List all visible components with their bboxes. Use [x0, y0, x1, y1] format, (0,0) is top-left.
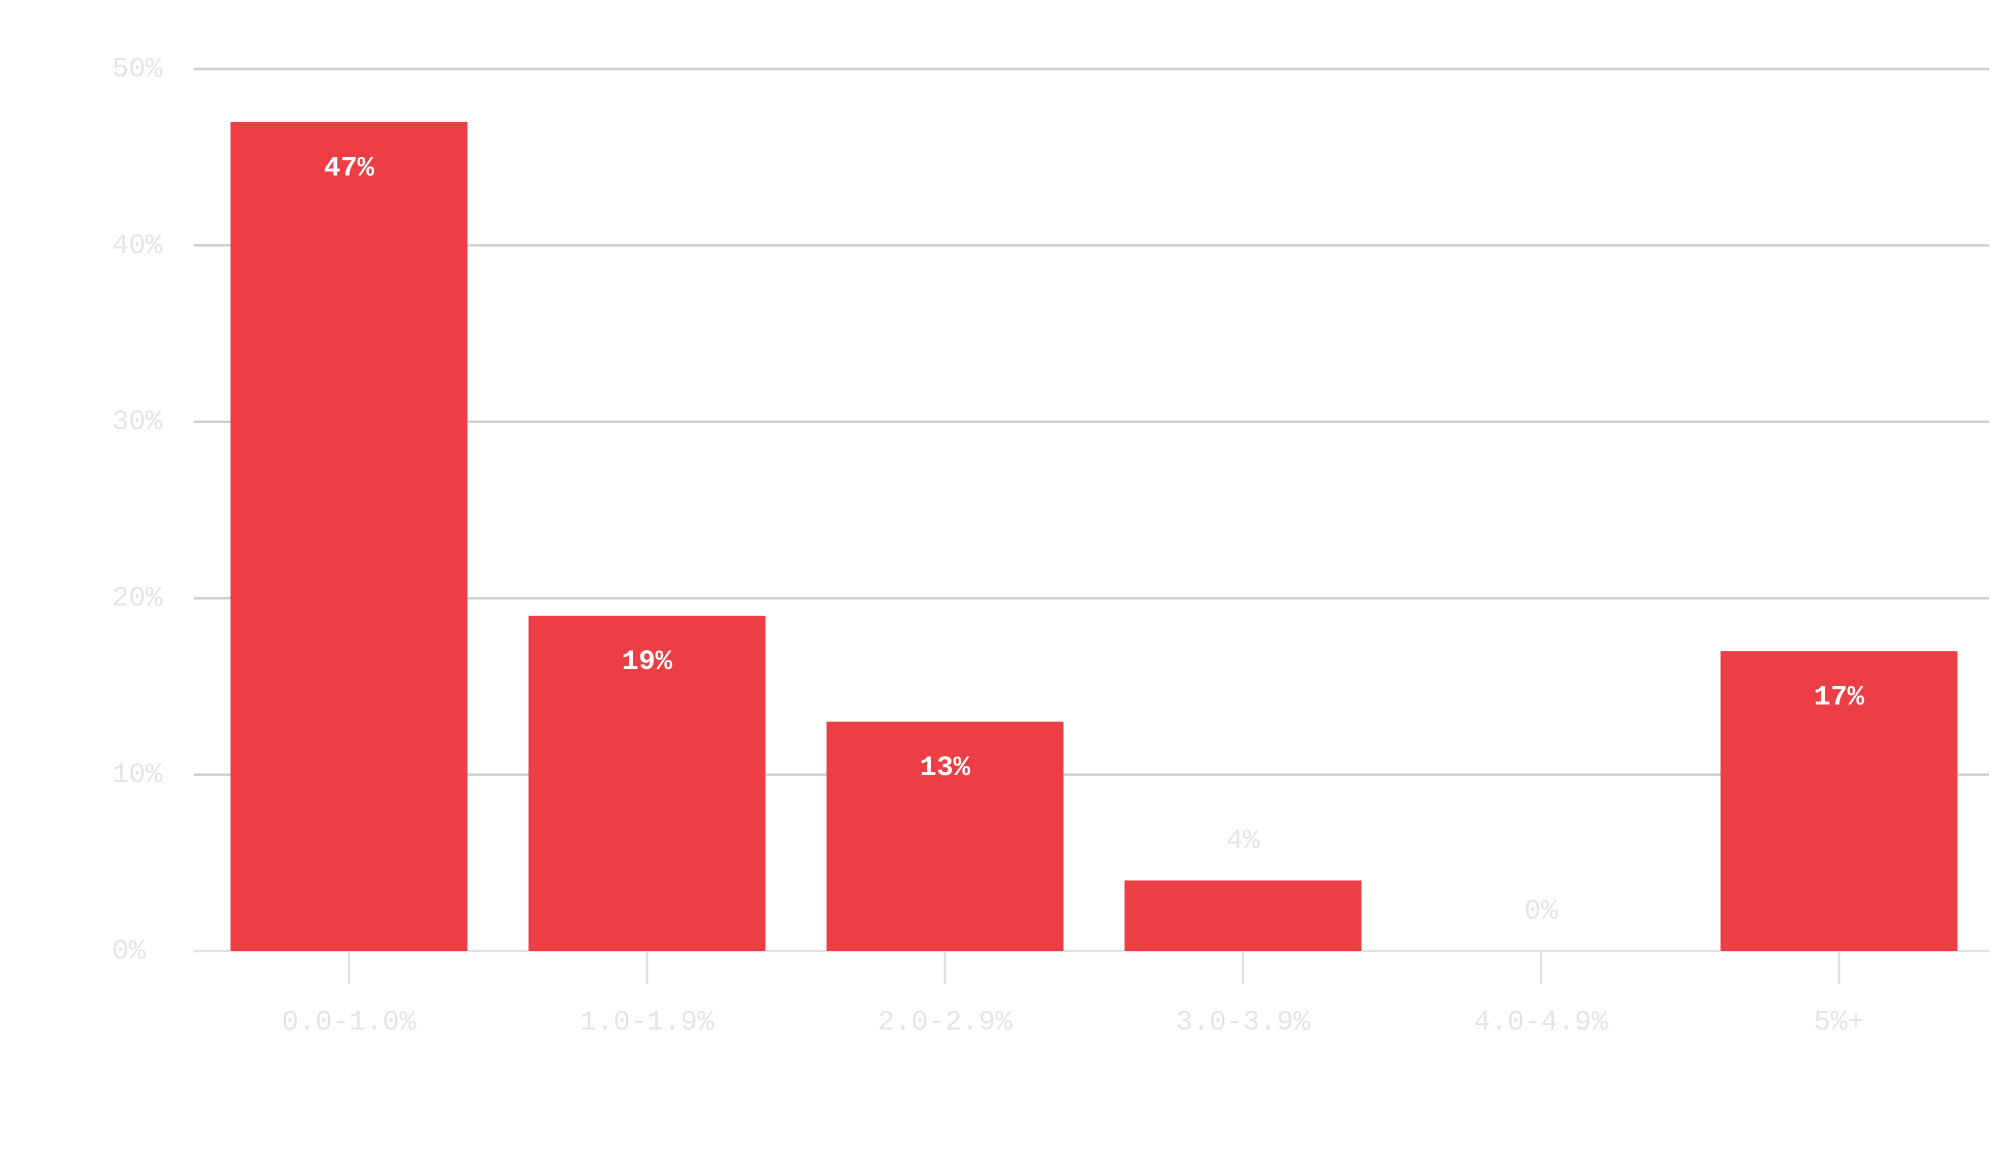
y-tick-label: 0%	[112, 936, 146, 967]
value-label: 19%	[622, 647, 673, 678]
value-label: 47%	[324, 153, 375, 184]
bar	[1124, 880, 1362, 951]
y-tick-label: 40%	[112, 231, 163, 262]
value-label: 0%	[1524, 896, 1558, 927]
bar	[528, 615, 766, 951]
x-tick-label: 0.0-1.0%	[282, 1007, 417, 1038]
bar	[230, 121, 468, 952]
bar	[826, 721, 1064, 951]
y-tick-label: 10%	[112, 760, 163, 791]
x-tick-label: 5%+	[1814, 1007, 1864, 1038]
value-label: 13%	[920, 753, 971, 784]
x-tick-label: 3.0-3.9%	[1176, 1007, 1311, 1038]
y-tick-label: 20%	[112, 584, 163, 615]
x-tick-label: 1.0-1.9%	[580, 1007, 715, 1038]
y-tick-label: 50%	[112, 54, 163, 85]
y-tick-label: 30%	[112, 407, 163, 438]
value-label: 4%	[1226, 826, 1260, 857]
x-tick-label: 4.0-4.9%	[1474, 1007, 1609, 1038]
x-tick-label: 2.0-2.9%	[878, 1007, 1013, 1038]
bar	[1720, 651, 1958, 951]
value-label: 17%	[1814, 683, 1865, 714]
